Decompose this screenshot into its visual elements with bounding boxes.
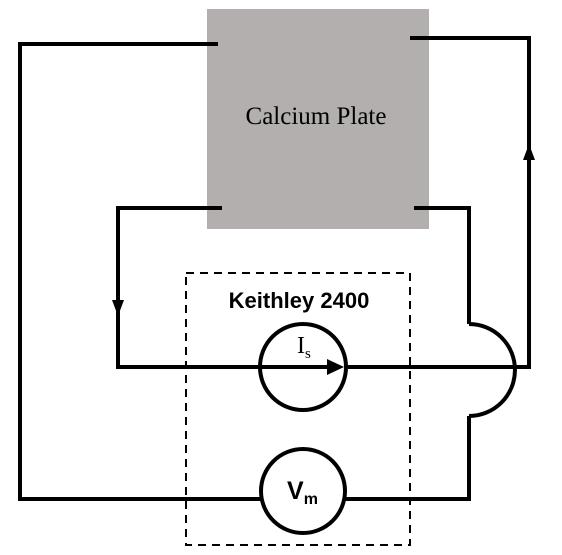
wire-current-left bbox=[116, 206, 259, 369]
calcium-plate bbox=[207, 9, 429, 229]
wire-voltage-sense-left bbox=[18, 42, 261, 501]
keithley-label: Keithley 2400 bbox=[229, 288, 370, 313]
voltmeter-subscript: m bbox=[304, 491, 318, 508]
wire-crossover-hop bbox=[468, 322, 517, 418]
keithley-enclosure bbox=[185, 272, 411, 546]
current-source-subscript: s bbox=[305, 346, 311, 362]
calcium-plate-label: Calcium Plate bbox=[246, 103, 387, 130]
current-arrow-up-icon bbox=[523, 144, 535, 160]
voltmeter-label: Vm bbox=[287, 477, 318, 508]
wire-current-right bbox=[347, 36, 531, 369]
current-arrow-down-icon bbox=[112, 300, 124, 316]
wire-voltage-sense-bottom-right bbox=[345, 416, 471, 501]
wire-voltage-sense-right bbox=[414, 206, 471, 324]
current-source-symbol: I bbox=[297, 333, 305, 359]
voltmeter-symbol: V bbox=[287, 477, 304, 505]
voltmeter bbox=[259, 447, 347, 535]
current-source-arrow-icon bbox=[327, 359, 344, 375]
current-source-label: Is bbox=[297, 333, 311, 362]
